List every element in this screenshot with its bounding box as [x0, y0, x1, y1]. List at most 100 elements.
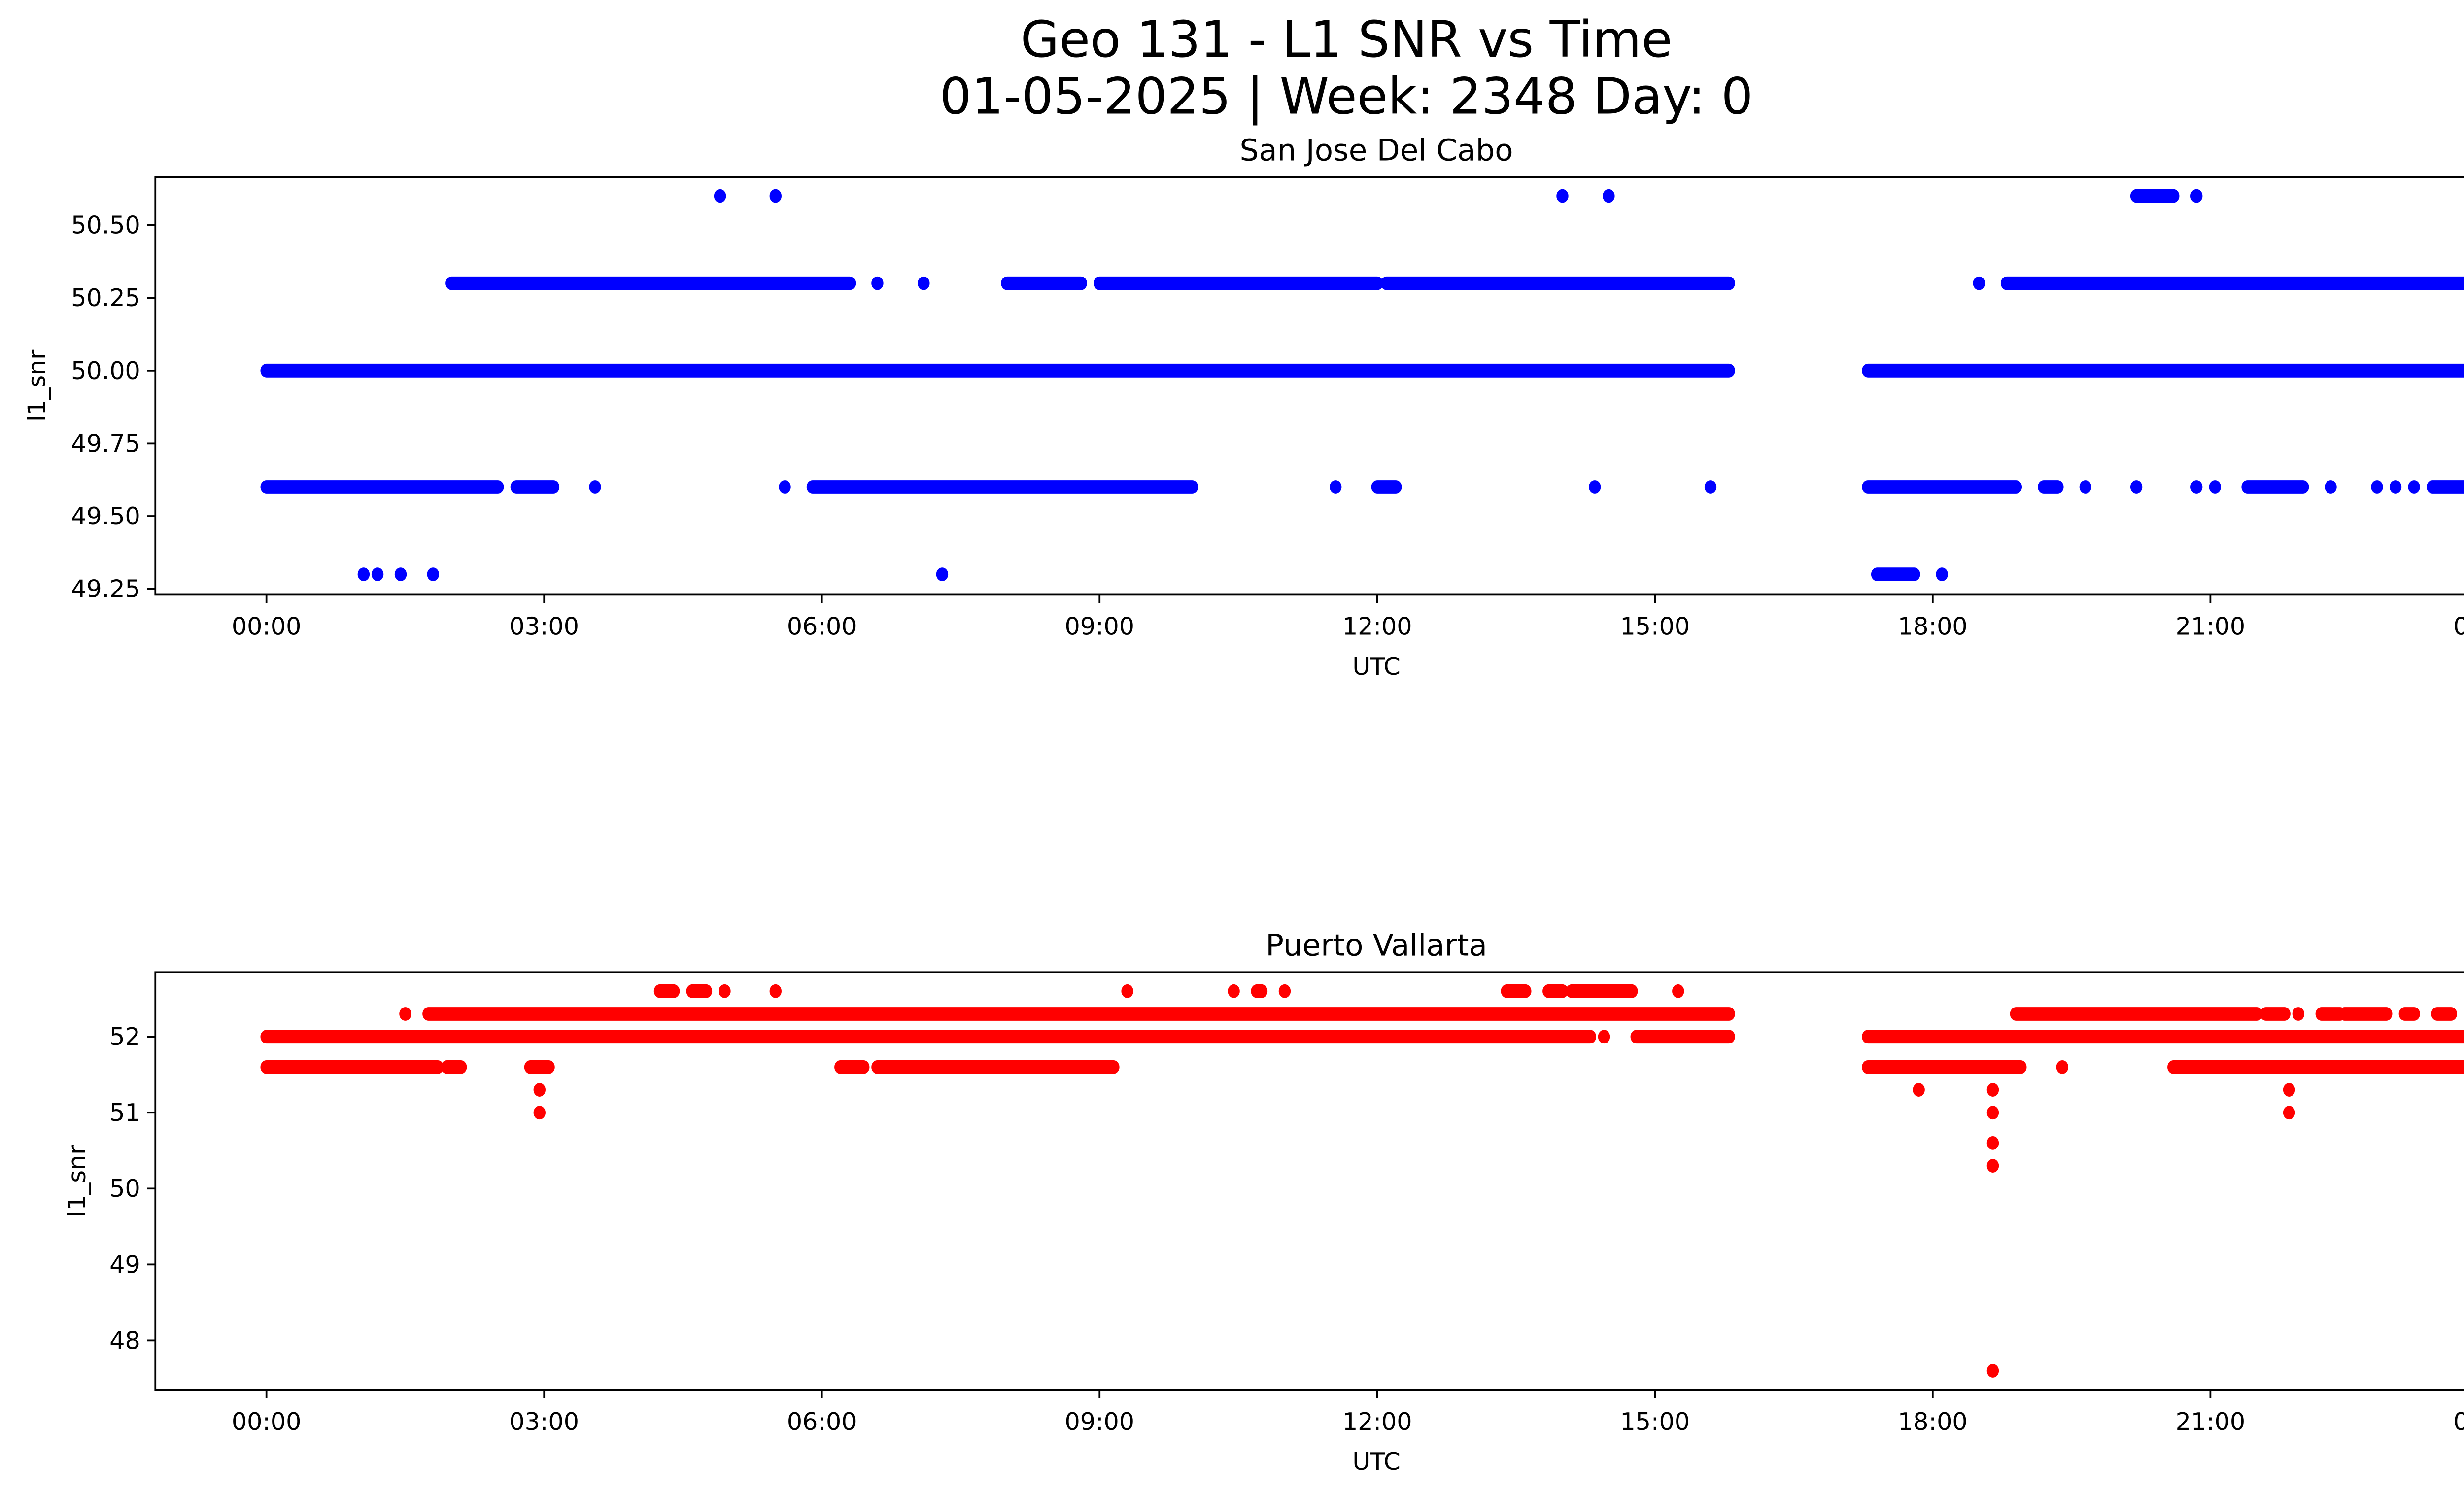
data-point — [1986, 1159, 1999, 1173]
y-tick-label: 49.50 — [71, 502, 140, 530]
data-point — [2167, 1060, 2464, 1074]
data-point — [2190, 189, 2203, 203]
data-point — [1094, 1060, 1120, 1074]
data-point — [1936, 567, 1948, 581]
data-point — [2010, 1007, 2263, 1021]
data-point — [1986, 1083, 1999, 1097]
scatter-points — [260, 189, 2464, 581]
data-point — [357, 567, 370, 581]
data-point — [371, 567, 384, 581]
scatter-points — [260, 984, 2464, 1378]
data-point — [1556, 189, 1569, 203]
data-point — [422, 1007, 1735, 1021]
data-point — [260, 1030, 1597, 1044]
axes-puerto-vallarta: Puerto Vallarta 00:00 03:00 06:00 09:00 12:0… — [63, 928, 2464, 1476]
data-point — [394, 567, 407, 581]
x-tick-label: 00:00 — [232, 612, 302, 641]
data-point — [260, 1060, 444, 1074]
data-point — [589, 480, 601, 494]
y-tick-label: 51 — [109, 1098, 140, 1127]
data-point — [2130, 480, 2143, 494]
data-point — [714, 189, 726, 203]
data-point — [2315, 1007, 2346, 1021]
plot-frame — [154, 176, 2464, 596]
y-axis-label: l1_snr — [23, 349, 51, 422]
data-point — [1862, 480, 2022, 494]
data-point — [1986, 1106, 1999, 1120]
data-point — [260, 480, 504, 494]
x-tick-label: 15:00 — [1620, 612, 1690, 641]
data-point — [2038, 480, 2064, 494]
x-tick-label: 21:00 — [2176, 1407, 2246, 1436]
data-point — [1986, 1364, 1999, 1378]
y-tick-label: 49.75 — [71, 429, 140, 457]
data-point — [834, 1060, 870, 1074]
data-point — [871, 1060, 1110, 1074]
data-point — [2283, 1106, 2295, 1120]
x-tick-label: 12:00 — [1342, 1407, 1412, 1436]
tick-marks: 00:00 03:00 06:00 09:00 12:00 15:00 18:00 21:00… — [71, 211, 2464, 641]
data-point — [918, 276, 930, 290]
data-point — [2431, 1007, 2457, 1021]
data-point — [2079, 480, 2091, 494]
data-point — [2292, 1007, 2305, 1021]
data-point — [719, 984, 731, 998]
x-tick-label: 00:00 — [2453, 612, 2464, 641]
data-point — [1862, 363, 2464, 378]
x-tick-label: 09:00 — [1064, 612, 1134, 641]
y-tick-label: 50.50 — [71, 211, 140, 240]
data-point — [1501, 984, 1532, 998]
data-point — [1251, 984, 1268, 998]
data-point — [806, 480, 1198, 494]
data-point — [2371, 480, 2383, 494]
data-point — [653, 984, 680, 998]
data-point — [2130, 189, 2180, 203]
x-tick-label: 21:00 — [2176, 612, 2246, 641]
data-point — [2398, 1007, 2420, 1021]
x-tick-label: 00:00 — [232, 1407, 302, 1436]
data-point — [441, 1060, 467, 1074]
data-point — [1330, 480, 1342, 494]
data-point — [779, 480, 791, 494]
x-tick-label: 06:00 — [787, 612, 857, 641]
y-tick-label: 48 — [109, 1326, 140, 1355]
data-point — [1228, 984, 1240, 998]
data-point — [1121, 984, 1133, 998]
y-tick-label: 49.25 — [71, 575, 140, 603]
data-point — [510, 480, 560, 494]
data-point — [2190, 480, 2203, 494]
data-point — [1094, 276, 1383, 290]
data-point — [769, 189, 782, 203]
data-point — [1862, 1060, 2027, 1074]
figure-title-line-2: 01-05-2025 | Week: 2348 Day: 0 — [940, 67, 1753, 126]
data-point — [1598, 1030, 1610, 1044]
tick-marks: 00:00 03:00 06:00 09:00 12:00 15:00 18:00 21:00… — [109, 1022, 2464, 1436]
data-point — [1862, 1030, 2464, 1044]
y-tick-label: 52 — [109, 1022, 140, 1051]
x-tick-label: 12:00 — [1342, 612, 1412, 641]
x-axis-label: UTC — [1352, 652, 1400, 681]
data-point — [445, 276, 856, 290]
y-tick-label: 50.25 — [71, 283, 140, 312]
data-point — [936, 567, 949, 581]
y-tick-label: 50 — [109, 1174, 140, 1203]
axes-title: Puerto Vallarta — [1266, 928, 1487, 963]
data-point — [2000, 276, 2464, 290]
data-point — [1986, 1136, 1999, 1150]
data-point — [1704, 480, 1717, 494]
data-point — [2241, 480, 2309, 494]
y-tick-label: 50.00 — [71, 356, 140, 385]
axes-san-jose-del-cabo: San Jose Del Cabo 00:00 03:00 06:00 09:00 12… — [23, 133, 2464, 681]
figure-title-line-1: Geo 131 - L1 SNR vs Time — [1021, 10, 1673, 69]
data-point — [2325, 480, 2337, 494]
data-point — [1371, 480, 1402, 494]
data-point — [769, 984, 782, 998]
x-tick-label: 15:00 — [1620, 1407, 1690, 1436]
data-point — [2427, 480, 2464, 494]
data-point — [2338, 1007, 2393, 1021]
data-point — [1603, 189, 1615, 203]
data-point — [524, 1060, 555, 1074]
data-point — [871, 276, 884, 290]
x-tick-label: 18:00 — [1898, 612, 1968, 641]
